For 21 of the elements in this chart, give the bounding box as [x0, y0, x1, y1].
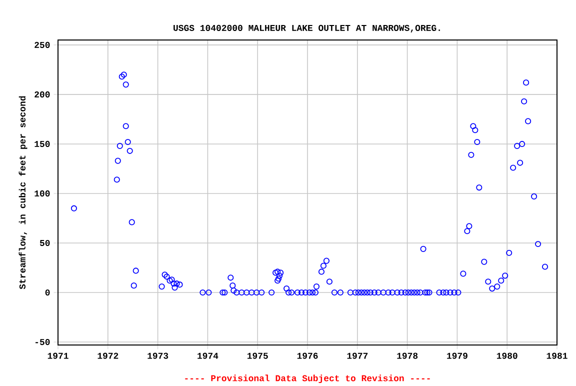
y-tick-label: 50 — [40, 240, 50, 246]
x-tick-label: 1978 — [397, 352, 418, 359]
x-tick-label: 1975 — [247, 352, 268, 359]
y-tick-label: 200 — [34, 91, 50, 98]
y-axis-title: Streamflow, in cubic feet per second — [18, 96, 28, 289]
x-tick-label: 1973 — [148, 352, 168, 359]
text: ---- Provisional Data Subject to Revision ---- — [185, 374, 430, 383]
chart-title: USGS 10402000 MALHEUR LAKE OUTLET AT NARROWS,OREG. — [174, 24, 440, 32]
x-tick-label: 1974 — [198, 352, 218, 359]
y-tick-label: 150 — [34, 140, 50, 147]
y-tick-label: -50 — [36, 338, 50, 345]
x-tick-label: 1980 — [496, 352, 518, 359]
x-tick-label: 1972 — [98, 352, 118, 359]
y-tick-label: 100 — [34, 190, 50, 196]
x-tick-label: 1977 — [347, 352, 368, 359]
x-tick-label: 1971 — [48, 352, 68, 359]
x-tick-label: 1976 — [297, 352, 318, 359]
y-tick-label: 0 — [45, 289, 50, 296]
x-tick-label: 1979 — [447, 352, 468, 359]
x-tick-label: 1981 — [546, 352, 568, 359]
y-tick-label: 250 — [34, 42, 50, 48]
